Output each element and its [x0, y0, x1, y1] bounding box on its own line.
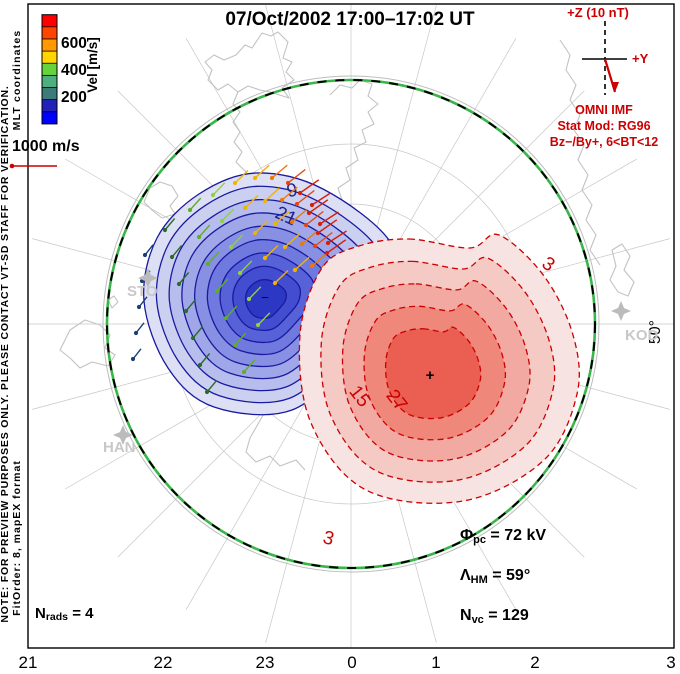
- svg-text:Stat Mod: RG96: Stat Mod: RG96: [557, 119, 650, 133]
- svg-text:+Y: +Y: [632, 51, 649, 66]
- svg-text:23: 23: [256, 653, 275, 672]
- svg-text:NOTE: FOR PREVIEW PURPOSES ONL: NOTE: FOR PREVIEW PURPOSES ONLY. PLEASE …: [0, 85, 11, 622]
- svg-text:22: 22: [154, 653, 173, 672]
- svg-text:0: 0: [347, 653, 356, 672]
- svg-text:Bz−/By+, 6<BT<12: Bz−/By+, 6<BT<12: [550, 135, 658, 149]
- svg-text:Φpc = 72 kV: Φpc = 72 kV: [460, 527, 546, 546]
- svg-text:3: 3: [666, 653, 675, 672]
- svg-text:MLT coordinates: MLT coordinates: [11, 30, 23, 131]
- svg-text:2: 2: [530, 653, 539, 672]
- svg-text:HAN: HAN: [103, 439, 136, 456]
- svg-text:21: 21: [19, 653, 38, 672]
- svg-text:+: +: [426, 367, 435, 384]
- svg-text:−: −: [261, 290, 269, 305]
- svg-text:+Z (10 nT): +Z (10 nT): [567, 5, 629, 20]
- svg-text:600: 600: [61, 35, 87, 52]
- svg-text:400: 400: [61, 62, 87, 79]
- svg-text:ΛHM = 59°: ΛHM = 59°: [460, 567, 530, 586]
- svg-text:1000 m/s: 1000 m/s: [12, 138, 80, 155]
- svg-text:07/Oct/2002 17:00–17:02 UT: 07/Oct/2002 17:00–17:02 UT: [225, 9, 475, 30]
- svg-text:Nvc = 129: Nvc = 129: [460, 607, 529, 626]
- svg-text:KOD: KOD: [625, 327, 659, 344]
- svg-text:STO: STO: [127, 283, 158, 300]
- svg-text:FitOrder: 8, mapEX format: FitOrder: 8, mapEX format: [11, 460, 23, 616]
- svg-text:OMNI IMF: OMNI IMF: [575, 103, 633, 117]
- svg-text:200: 200: [61, 89, 87, 106]
- svg-text:1: 1: [431, 653, 440, 672]
- svg-text:Vel [m/s]: Vel [m/s]: [85, 37, 100, 93]
